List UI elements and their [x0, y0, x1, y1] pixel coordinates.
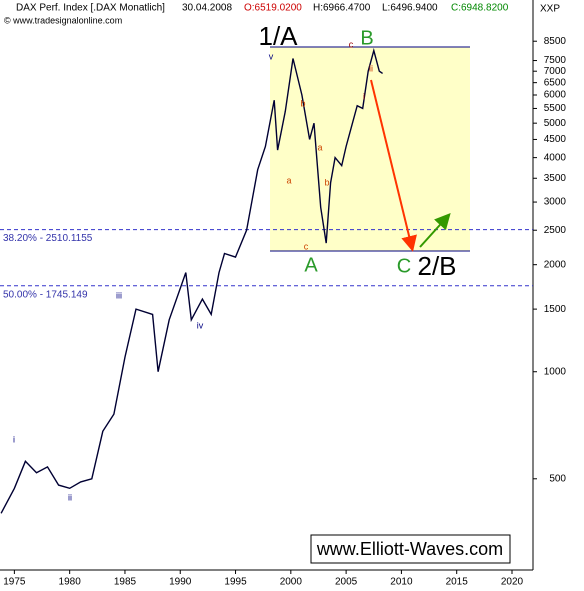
y-tick-label: 3500: [544, 173, 567, 184]
header-open: O:6519.0200: [244, 3, 302, 14]
price-line: [0, 47, 383, 514]
y-tick-label: 3000: [544, 197, 567, 208]
y-tick-label: 6500: [544, 77, 567, 88]
header-high: H:6966.4700: [313, 3, 371, 14]
y-tick-label: 4500: [544, 134, 567, 145]
fib-label: 50.00% - 1745.149: [3, 289, 88, 300]
y-tick-label: 1000: [544, 366, 567, 377]
annotation: A: [304, 254, 318, 276]
x-tick-label: 1990: [169, 577, 192, 588]
x-tick-label: 2000: [280, 577, 303, 588]
annotation: iv: [197, 320, 204, 330]
annotation: ii: [68, 492, 72, 502]
x-tick-label: 1985: [114, 577, 137, 588]
annotation: c: [304, 241, 309, 251]
arrow-up: [419, 213, 451, 248]
x-tick-label: 2015: [446, 577, 469, 588]
annotation: C: [397, 255, 411, 277]
x-tick-label: 2010: [390, 577, 413, 588]
header-instrument: DAX Perf. Index [.DAX Monatlich]: [16, 3, 165, 14]
watermark: www.Elliott-Waves.com: [316, 539, 503, 559]
annotation: a: [317, 142, 322, 152]
annotation: i: [363, 91, 365, 101]
source: © www.tradesignalonline.com: [4, 15, 122, 25]
arrow-down: [370, 79, 417, 252]
y-tick-label: 2500: [544, 225, 567, 236]
annotation: B: [360, 27, 373, 49]
y-tick-label: 7000: [544, 66, 567, 77]
annotation: a: [286, 175, 291, 185]
y-tick-label: 1500: [544, 304, 567, 315]
x-tick-label: 1995: [224, 577, 247, 588]
watermark-box: [310, 534, 511, 564]
y-tick-label: 5000: [544, 118, 567, 129]
x-tick-label: 1975: [3, 577, 26, 588]
y-tick-label: 6000: [544, 90, 567, 101]
x-tick-label: 2005: [335, 577, 358, 588]
fib-label: 38.20% - 2510.1155: [3, 233, 93, 244]
annotation: iii: [116, 290, 122, 300]
y-tick-label: 500: [549, 473, 566, 484]
annotation: ii: [369, 63, 373, 73]
x-tick-label: 1980: [59, 577, 82, 588]
annotation: i: [13, 434, 15, 444]
annotation: 1/A: [258, 21, 298, 51]
x-tick-label: 2020: [501, 577, 524, 588]
annotation: c: [349, 39, 354, 49]
y-tick-label: 8500: [544, 36, 567, 47]
y-tick-label: 7500: [544, 55, 567, 66]
annotation: 2/B: [417, 251, 456, 281]
header-close: C:6948.8200: [451, 3, 509, 14]
header-date: 30.04.2008: [182, 3, 232, 14]
y-tick-label: 5500: [544, 103, 567, 114]
header-low: L:6496.9400: [382, 3, 438, 14]
y-axis-label: XXP: [540, 4, 560, 15]
annotation: b: [300, 98, 305, 108]
y-tick-label: 4000: [544, 152, 567, 163]
y-tick-label: 2000: [544, 259, 567, 270]
projection-box: [270, 47, 470, 251]
annotation: b: [324, 177, 329, 187]
annotation: v: [269, 51, 274, 61]
